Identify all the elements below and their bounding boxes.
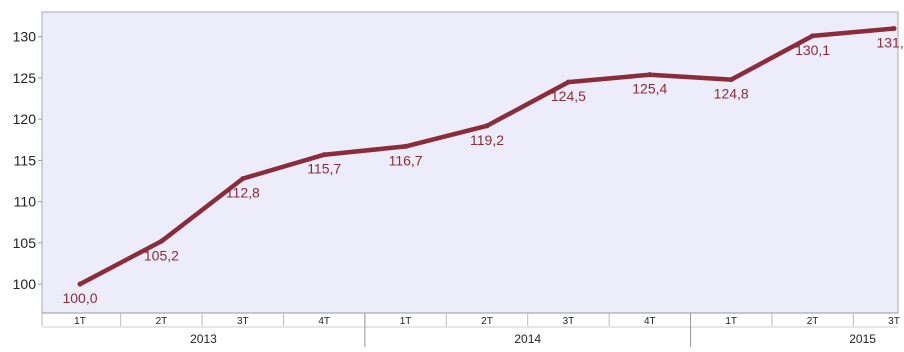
y-tick-label: 120	[13, 111, 37, 127]
data-label: 125,4	[632, 81, 667, 97]
data-label: 112,8	[226, 185, 260, 201]
data-point	[322, 152, 327, 157]
data-point	[78, 282, 83, 287]
data-point	[403, 144, 408, 149]
data-point	[159, 239, 164, 244]
x-tick-label: 3T	[237, 316, 249, 327]
data-point	[240, 176, 245, 181]
x-tick-label: 3T	[563, 316, 575, 327]
data-point	[892, 26, 897, 31]
x-tick-label: 4T	[644, 316, 656, 327]
year-label: 2013	[190, 332, 217, 346]
year-label: 2015	[849, 332, 876, 346]
y-axis: 100 105 110 115 120 125 130	[13, 29, 42, 292]
y-tick-label: 105	[13, 235, 37, 251]
x-tick-label: 1T	[400, 316, 412, 327]
x-tick-label: 3T	[888, 316, 900, 327]
x-tick-label: 1T	[725, 316, 737, 327]
y-tick-label: 115	[14, 152, 37, 168]
data-label: 100,0	[62, 290, 97, 306]
data-point	[810, 33, 815, 38]
data-point	[647, 72, 652, 77]
x-tick-label: 2T	[807, 316, 819, 327]
x-tick-label: 1T	[74, 316, 86, 327]
data-point	[729, 77, 734, 82]
x-tick-label: 2T	[156, 316, 168, 327]
year-label: 2014	[514, 332, 541, 346]
x-tick-label: 4T	[318, 316, 330, 327]
x-tick-label: 2T	[481, 316, 493, 327]
data-label: 124,5	[551, 88, 586, 104]
y-tick-label: 110	[14, 194, 37, 210]
x-axis: 1T 2T 3T 4T 1T 2T 3T 4T 1T 2T 3T 2013 2014 2015	[42, 313, 900, 347]
data-label: 116,7	[389, 152, 423, 168]
data-label: 130,1	[795, 42, 830, 58]
data-label: 124,8	[714, 86, 749, 102]
data-label: 119,2	[470, 132, 504, 148]
data-label: 115,7	[307, 161, 341, 177]
y-tick-label: 125	[13, 70, 37, 86]
data-label: 105,2	[144, 247, 179, 263]
y-tick-label: 130	[13, 29, 37, 45]
data-point	[485, 123, 490, 128]
data-label: 131,0	[876, 34, 904, 50]
y-tick-label: 100	[13, 276, 37, 292]
data-point	[566, 80, 571, 85]
